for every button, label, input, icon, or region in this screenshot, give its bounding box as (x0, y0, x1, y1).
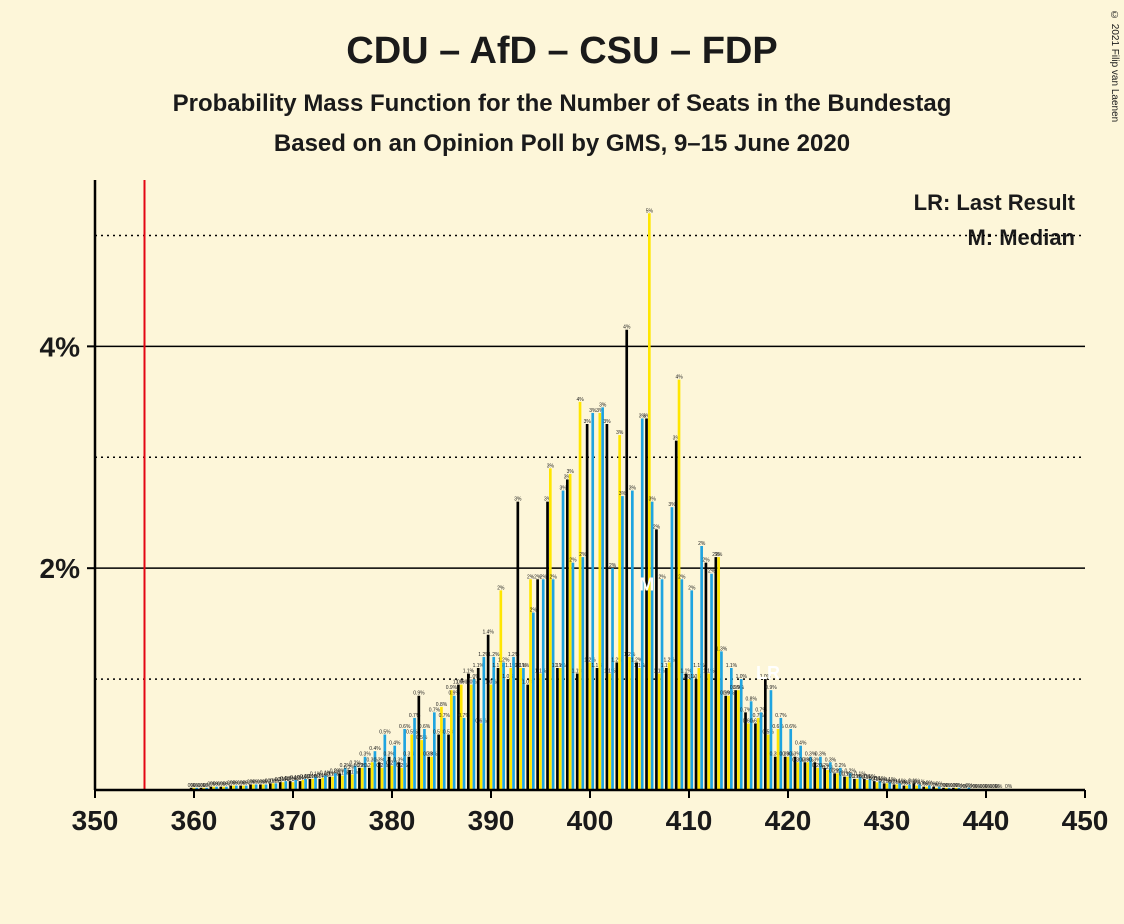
svg-text:0.5%: 0.5% (416, 735, 428, 741)
svg-text:3%: 3% (649, 497, 657, 503)
svg-text:380: 380 (369, 805, 416, 836)
svg-text:0.4%: 0.4% (389, 741, 401, 747)
svg-text:1.1%: 1.1% (535, 669, 547, 675)
svg-text:5%: 5% (646, 208, 654, 214)
svg-text:0.7%: 0.7% (753, 713, 765, 719)
svg-text:0.7%: 0.7% (439, 713, 451, 719)
svg-text:0.7%: 0.7% (775, 713, 787, 719)
svg-text:3%: 3% (629, 486, 637, 492)
svg-text:1.0%: 1.0% (736, 674, 748, 680)
svg-text:1.0%: 1.0% (465, 680, 477, 686)
svg-text:0.8%: 0.8% (746, 696, 758, 702)
svg-text:0.1%: 0.1% (347, 769, 359, 775)
svg-text:440: 440 (963, 805, 1010, 836)
svg-text:3%: 3% (514, 497, 522, 503)
svg-text:360: 360 (171, 805, 218, 836)
svg-text:370: 370 (270, 805, 317, 836)
svg-text:0.9%: 0.9% (765, 685, 777, 691)
svg-text:M: M (639, 574, 654, 594)
svg-text:1.1%: 1.1% (703, 669, 715, 675)
plot-svg: 2%4%0%0%0%0%0%0%0%0%0%0%0%0%0%0%0%0%0%0%… (0, 0, 1124, 924)
svg-text:0.9%: 0.9% (723, 691, 735, 697)
svg-text:0.6%: 0.6% (475, 718, 487, 724)
svg-text:2%: 2% (658, 574, 666, 580)
svg-text:3%: 3% (547, 463, 555, 469)
svg-text:430: 430 (864, 805, 911, 836)
svg-text:4%: 4% (675, 375, 683, 381)
svg-text:0.9%: 0.9% (413, 691, 425, 697)
svg-text:2%: 2% (698, 541, 706, 547)
svg-text:2%: 2% (653, 524, 661, 530)
svg-text:1.0%: 1.0% (485, 680, 497, 686)
svg-text:1.1%: 1.1% (518, 663, 530, 669)
svg-text:LR: LR (756, 663, 780, 683)
svg-text:2%: 2% (569, 558, 577, 564)
svg-text:1.3%: 1.3% (716, 646, 728, 652)
svg-text:1.2%: 1.2% (663, 657, 675, 663)
svg-text:400: 400 (567, 805, 614, 836)
svg-text:350: 350 (72, 805, 119, 836)
svg-text:410: 410 (666, 805, 713, 836)
svg-text:1.4%: 1.4% (482, 630, 494, 636)
svg-text:0.6%: 0.6% (419, 724, 431, 730)
svg-text:0.8%: 0.8% (436, 702, 448, 708)
svg-text:1.1%: 1.1% (726, 663, 738, 669)
svg-text:4%: 4% (40, 331, 81, 362)
svg-text:1.1%: 1.1% (604, 669, 616, 675)
svg-text:2%: 2% (497, 585, 505, 591)
svg-text:2%: 2% (688, 585, 696, 591)
svg-text:3%: 3% (567, 469, 575, 475)
svg-text:3%: 3% (599, 402, 607, 408)
svg-text:2%: 2% (702, 558, 710, 564)
svg-text:0.9%: 0.9% (733, 685, 745, 691)
svg-text:2%: 2% (678, 574, 686, 580)
svg-text:0.6%: 0.6% (785, 724, 797, 730)
svg-text:1.1%: 1.1% (654, 669, 666, 675)
svg-text:420: 420 (765, 805, 812, 836)
svg-text:3%: 3% (616, 430, 624, 436)
svg-text:0.3%: 0.3% (426, 752, 438, 758)
svg-text:2%: 2% (609, 563, 617, 569)
svg-text:1.1%: 1.1% (634, 663, 646, 669)
svg-text:0.4%: 0.4% (369, 746, 381, 752)
chart-container: CDU – AfD – CSU – FDP Probability Mass F… (0, 0, 1124, 924)
svg-text:450: 450 (1062, 805, 1109, 836)
svg-text:2%: 2% (40, 553, 81, 584)
svg-text:0.4%: 0.4% (795, 741, 807, 747)
svg-text:0.5%: 0.5% (762, 730, 774, 736)
svg-text:0.5%: 0.5% (379, 730, 391, 736)
svg-text:4%: 4% (623, 325, 631, 331)
svg-text:0.6%: 0.6% (772, 724, 784, 730)
svg-text:1.1%: 1.1% (555, 663, 567, 669)
svg-text:3%: 3% (603, 419, 611, 425)
svg-text:0.2%: 0.2% (396, 763, 408, 769)
svg-text:2%: 2% (715, 552, 723, 558)
svg-text:390: 390 (468, 805, 515, 836)
svg-text:2%: 2% (550, 574, 558, 580)
svg-text:3%: 3% (584, 419, 592, 425)
svg-text:4%: 4% (576, 397, 584, 403)
